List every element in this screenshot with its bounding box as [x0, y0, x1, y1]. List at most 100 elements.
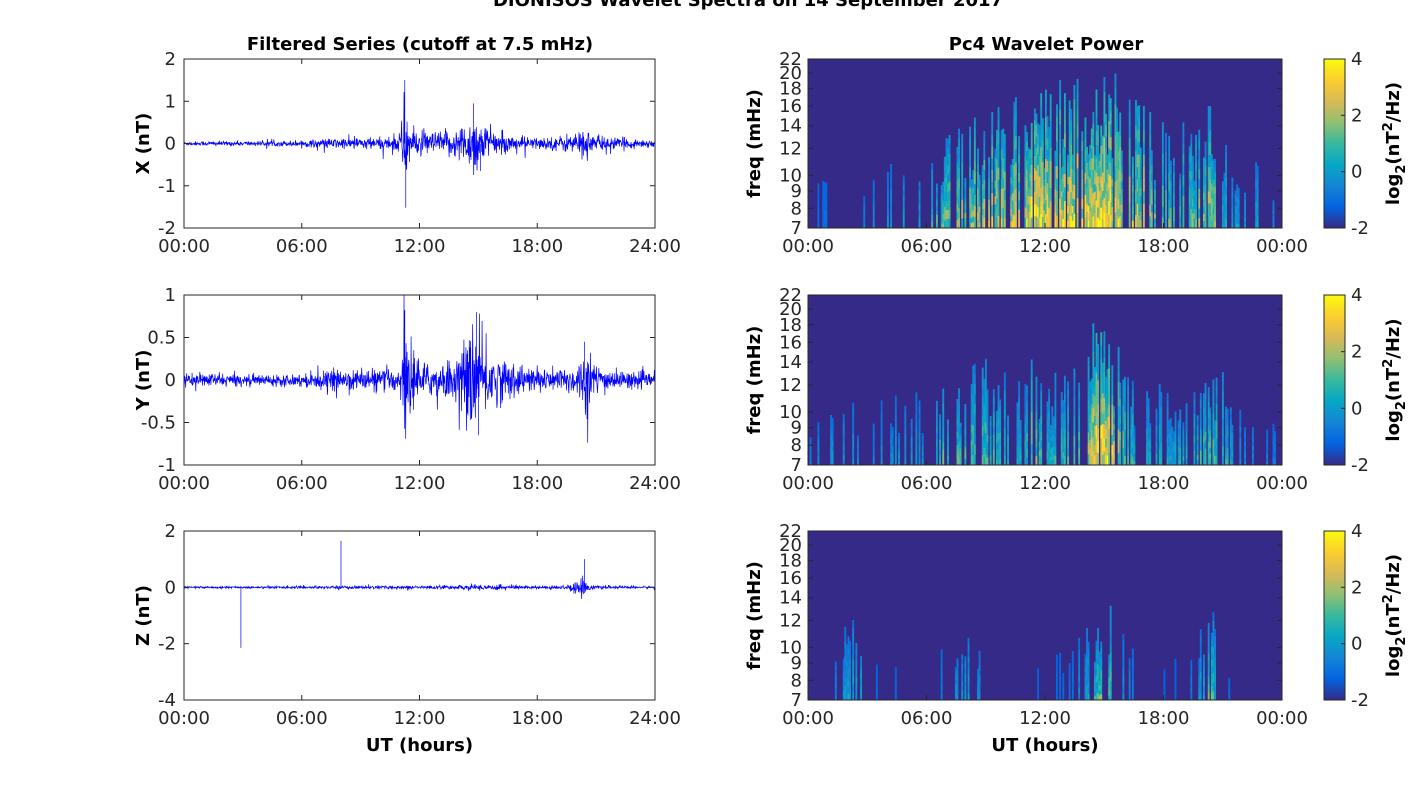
heatmap-cell	[1076, 153, 1079, 169]
heatmap-cell	[1090, 456, 1093, 466]
heatmap-cell	[1209, 407, 1212, 414]
heatmap-cell	[1086, 187, 1088, 196]
heatmap-cell	[1100, 217, 1103, 229]
heatmap-cell	[1117, 179, 1120, 190]
heatmap-cell	[1214, 433, 1216, 439]
heatmap-cell	[1109, 111, 1112, 125]
heatmap-cell	[1111, 415, 1114, 426]
heatmap-cell	[945, 200, 948, 211]
heatmap-cell	[1024, 408, 1027, 417]
heatmap-cell	[1067, 191, 1069, 200]
heatmap-cell	[1101, 434, 1104, 445]
heatmap-cell	[988, 192, 990, 200]
heatmap-cell	[973, 117, 976, 129]
heatmap-cell	[1207, 215, 1210, 229]
heatmap-cell	[956, 658, 959, 663]
heatmap-cell	[1038, 135, 1041, 146]
heatmap-cell	[1011, 214, 1014, 222]
heatmap-cell	[964, 193, 967, 199]
heatmap-cell	[918, 406, 921, 414]
heatmap-cell	[1193, 457, 1196, 466]
heatmap-cell	[961, 677, 964, 683]
heatmap-cell	[1182, 206, 1185, 218]
heatmap-cell	[863, 218, 866, 222]
heatmap-cell	[855, 665, 858, 672]
heatmap-cell	[1089, 178, 1092, 187]
heatmap-cell	[1128, 189, 1131, 203]
heatmap-cell	[1003, 209, 1006, 219]
heatmap-cell	[894, 451, 897, 459]
heatmap-cell	[977, 148, 979, 157]
heatmap-cell	[831, 427, 834, 433]
heatmap-cell	[817, 219, 820, 224]
heatmap-cell	[954, 670, 957, 675]
heatmap-cell	[1054, 391, 1057, 401]
heatmap-cell	[1193, 450, 1196, 458]
heatmap-cell	[1018, 218, 1021, 229]
heatmap-cell	[964, 178, 967, 184]
heatmap-cell	[860, 677, 863, 683]
heatmap-cell	[972, 455, 975, 466]
heatmap-cell	[1109, 615, 1112, 625]
heatmap-cell	[1045, 144, 1047, 160]
heatmap-cell	[1244, 206, 1246, 211]
heatmap-cell	[964, 691, 967, 696]
heatmap-cell	[1131, 380, 1134, 390]
heatmap-cell	[956, 666, 959, 672]
colorbar-label-part: (nT	[1383, 131, 1404, 165]
heatmap-cell	[1046, 452, 1049, 459]
heatmap-cell	[1098, 213, 1101, 221]
heatmap-cell	[984, 443, 987, 455]
heatmap-cell	[842, 429, 845, 435]
heatmap-cell	[1207, 130, 1210, 143]
heatmap-cell	[939, 424, 942, 430]
heatmap-cell	[988, 220, 990, 229]
heatmap-cell	[1016, 414, 1019, 422]
heatmap-cell	[942, 200, 945, 206]
heatmap-cell	[1196, 460, 1199, 466]
heatmap-cell	[1133, 449, 1136, 454]
heatmap-cell	[1111, 395, 1114, 406]
heatmap-cell	[1199, 664, 1202, 673]
heatmap-cell	[1073, 142, 1076, 157]
heatmap-cell	[1255, 188, 1258, 196]
heatmap-cell	[959, 422, 962, 428]
heatmap-cell	[915, 443, 918, 451]
heatmap-cell	[1084, 676, 1087, 682]
heatmap-cell	[1030, 391, 1033, 402]
heatmap-cell	[1272, 427, 1275, 433]
heatmap-cell	[970, 408, 973, 417]
heatmap-cell	[935, 201, 938, 207]
heatmap-cell	[1018, 423, 1021, 432]
heatmap-cell	[1029, 196, 1032, 205]
heatmap-cell	[1236, 201, 1239, 207]
heatmap-cell	[880, 426, 883, 434]
heatmap-cell	[1049, 425, 1052, 430]
heatmap-cell	[860, 673, 863, 679]
heatmap-cell	[1198, 674, 1201, 680]
heatmap-cell	[1204, 391, 1207, 400]
heatmap-cell	[1149, 216, 1152, 229]
heatmap-cell	[1122, 447, 1125, 457]
heatmap-cell	[1138, 215, 1141, 229]
heatmap-cell	[1172, 451, 1175, 456]
heatmap-cell	[1239, 437, 1242, 444]
heatmap-cell	[921, 448, 924, 453]
heatmap-cell	[1225, 435, 1227, 442]
heatmap-cell	[1097, 356, 1100, 369]
heatmap-cell	[1131, 456, 1134, 466]
heatmap-cell	[1215, 386, 1218, 396]
heatmap-cell	[822, 180, 825, 186]
heatmap-cell	[1092, 146, 1095, 159]
heatmap-cell	[1128, 687, 1131, 692]
heatmap-cell	[970, 384, 973, 393]
heatmap-cell	[1089, 211, 1092, 221]
heatmap-cell	[1027, 179, 1030, 189]
heatmap-cell	[1203, 659, 1205, 664]
heatmap-cell	[842, 658, 845, 663]
heatmap-cell	[959, 435, 962, 440]
heatmap-cell	[992, 427, 995, 435]
heatmap-cell	[1041, 118, 1044, 130]
heatmap-cell	[1068, 677, 1071, 682]
heatmap-cell	[942, 214, 945, 220]
